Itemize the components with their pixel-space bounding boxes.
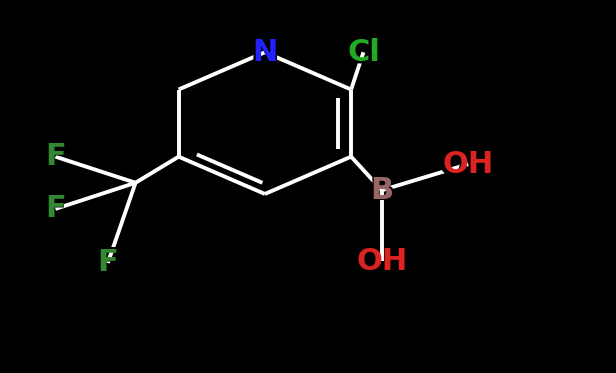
Text: F: F — [45, 194, 66, 223]
Text: Cl: Cl — [344, 35, 383, 69]
Text: F: F — [95, 246, 120, 280]
Text: OH: OH — [442, 150, 494, 179]
Text: OH: OH — [351, 244, 413, 278]
Text: F: F — [97, 248, 118, 278]
Text: F: F — [43, 192, 68, 226]
Text: OH: OH — [356, 247, 408, 276]
Text: N: N — [252, 38, 278, 67]
Text: B: B — [370, 176, 394, 205]
Text: OH: OH — [437, 147, 499, 181]
Text: F: F — [45, 142, 66, 171]
Text: N: N — [249, 35, 280, 69]
Text: B: B — [368, 173, 395, 207]
Text: F: F — [43, 140, 68, 174]
Text: Cl: Cl — [347, 38, 380, 67]
